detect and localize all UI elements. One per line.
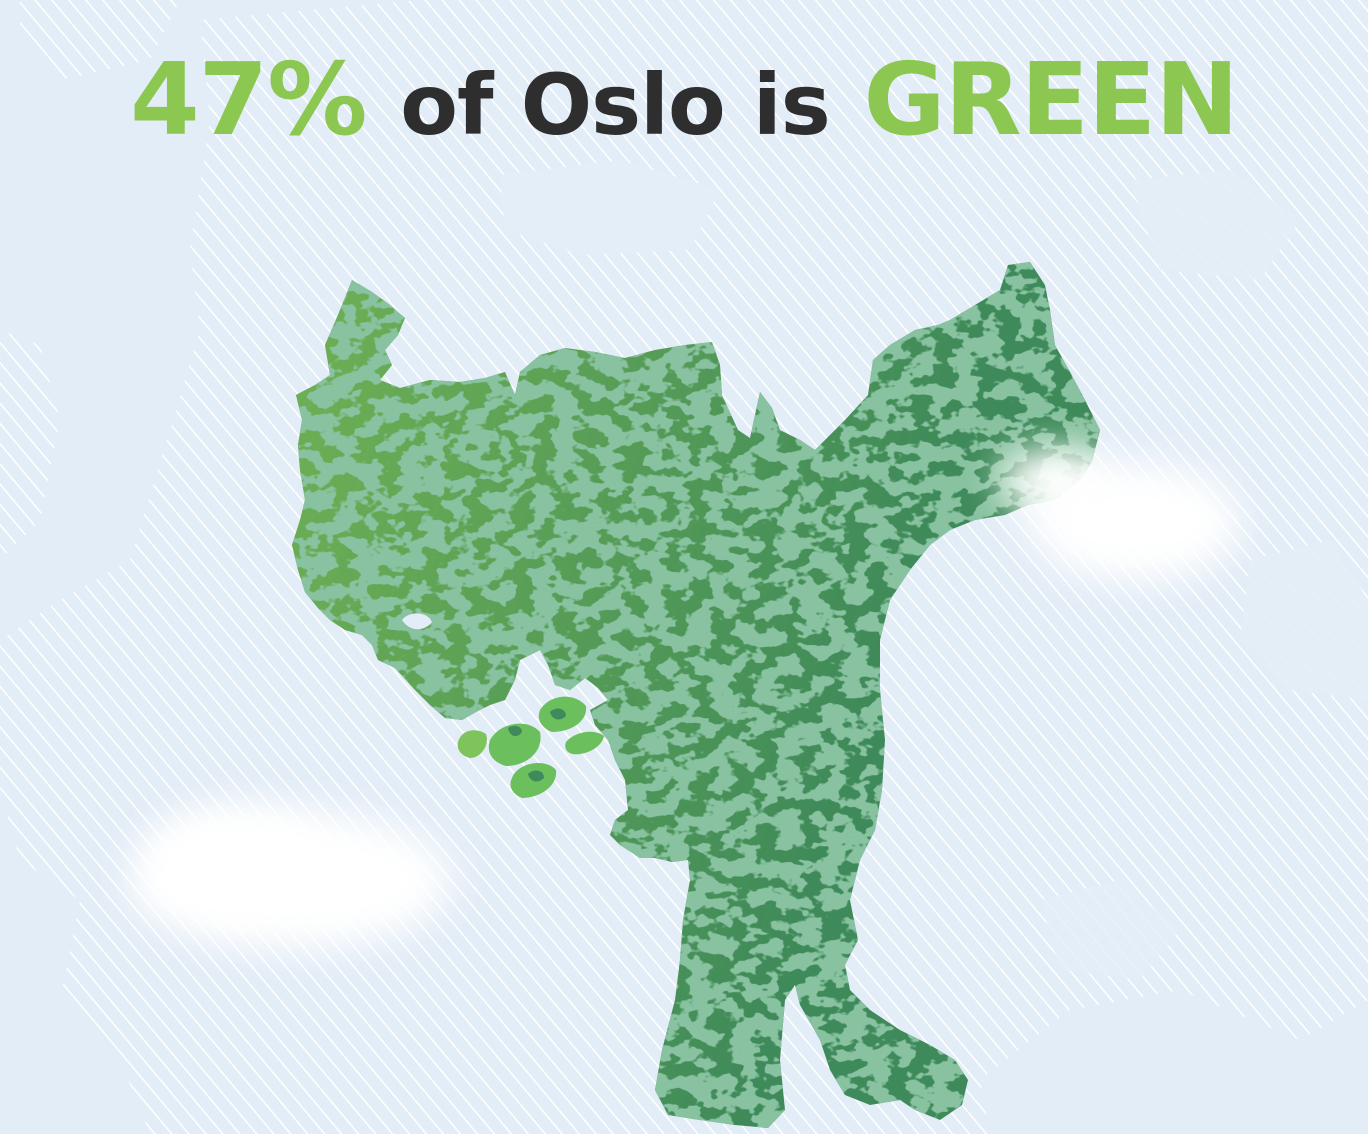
fjord-islands bbox=[402, 613, 604, 798]
headline-middle: of Oslo is bbox=[400, 56, 830, 154]
headline-percent: 47% bbox=[130, 41, 367, 158]
headline: 47% of Oslo is GREEN bbox=[0, 40, 1368, 160]
headline-emphasis: GREEN bbox=[863, 41, 1239, 158]
clouds bbox=[130, 448, 1240, 948]
